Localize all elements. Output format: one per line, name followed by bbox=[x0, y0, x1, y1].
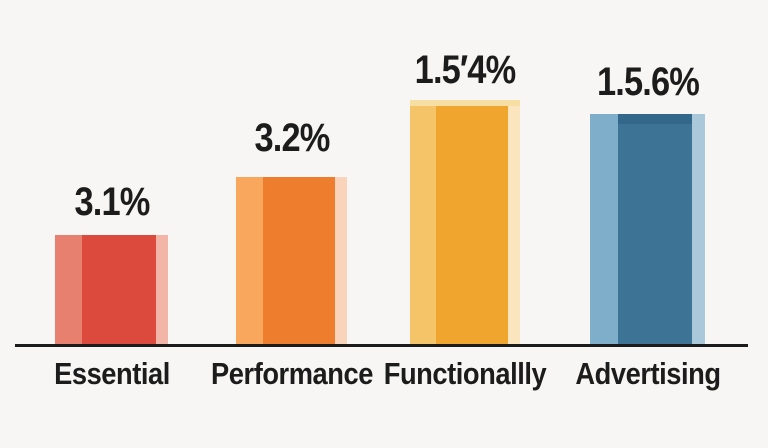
x-axis-line bbox=[15, 344, 748, 347]
bar-column-essential bbox=[55, 235, 168, 345]
value-label-functionallly: 1.5′4% bbox=[414, 48, 516, 92]
value-label-performance: 3.2% bbox=[254, 116, 330, 160]
value-label-essential: 3.1% bbox=[74, 180, 150, 224]
bar-right-highlight bbox=[692, 114, 705, 345]
bar-group-essential: 3.1% Essential bbox=[53, 0, 170, 448]
value-label-advertising: 1.5.6% bbox=[596, 60, 700, 104]
category-label-performance: Performance bbox=[210, 356, 373, 391]
bar-group-functionallly: 1.5′4% Functionallly bbox=[384, 0, 547, 448]
category-label-advertising: Advertising bbox=[574, 356, 721, 391]
bar-face bbox=[436, 100, 508, 345]
bar-column-advertising bbox=[590, 114, 705, 345]
bar-column-functionallly bbox=[410, 100, 520, 345]
bar-right-highlight bbox=[155, 235, 168, 345]
bar-right-highlight bbox=[334, 177, 347, 345]
bar-column-performance bbox=[236, 177, 347, 345]
category-label-functionallly: Functionallly bbox=[383, 356, 547, 391]
bar-left-highlight bbox=[55, 235, 83, 345]
bar-left-highlight bbox=[590, 114, 618, 345]
bar-top-strip bbox=[410, 100, 520, 106]
bar-group-advertising: 1.5.6% Advertising bbox=[575, 0, 721, 448]
bar-top-strip bbox=[617, 114, 693, 124]
bar-face bbox=[617, 114, 693, 345]
bar-left-highlight bbox=[236, 177, 263, 345]
bar-right-highlight bbox=[507, 100, 520, 345]
bar-group-performance: 3.2% Performance bbox=[211, 0, 373, 448]
bar-left-highlight bbox=[410, 100, 437, 345]
category-label-essential: Essential bbox=[53, 356, 170, 391]
bar-face bbox=[262, 177, 335, 345]
bar-face bbox=[82, 235, 156, 345]
